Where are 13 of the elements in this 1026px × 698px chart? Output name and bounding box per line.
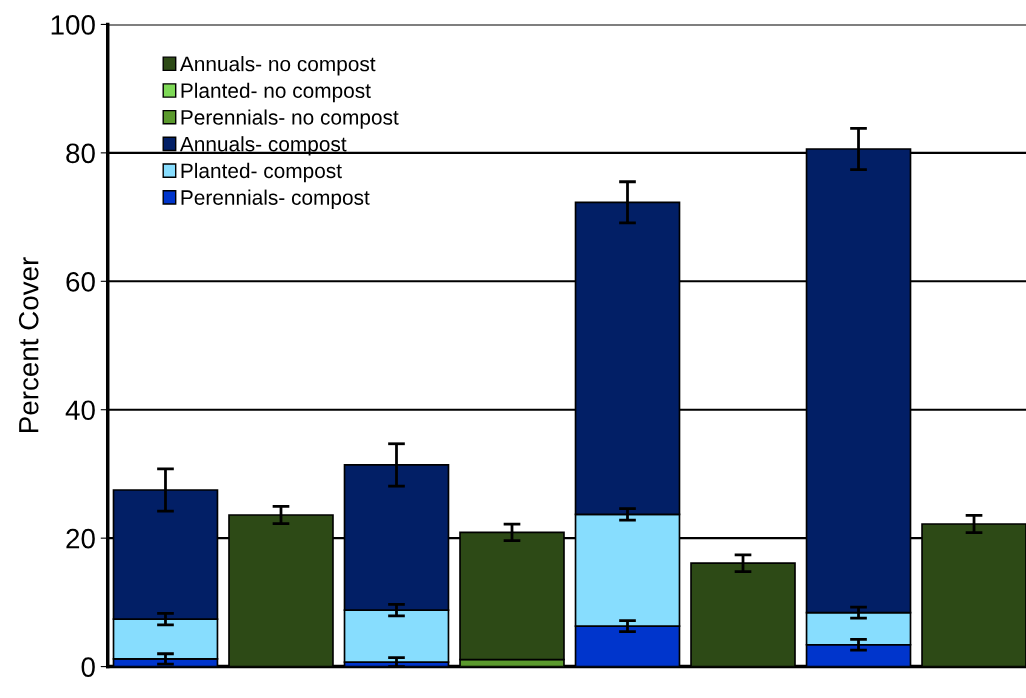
y-tick-label: 100 (51, 15, 95, 35)
y-tick-label: 40 (65, 400, 95, 421)
legend-label: Perennials- compost (181, 189, 370, 209)
legend-label: Annuals- no compost (179, 56, 376, 76)
y-tick-label: 60 (66, 271, 95, 292)
legend-label: Planted- compost (181, 162, 342, 183)
legend-label: Annuals- compost (179, 136, 347, 156)
y-tick-label: 80 (66, 143, 95, 164)
y-tick-label: 0 (81, 657, 95, 677)
legend-label: Perennials- no compost (181, 109, 399, 129)
y-tick-label: 20 (66, 528, 95, 549)
legend-label: Planted- no compost (181, 82, 371, 103)
y-axis-title: Percent Cover (18, 257, 39, 432)
